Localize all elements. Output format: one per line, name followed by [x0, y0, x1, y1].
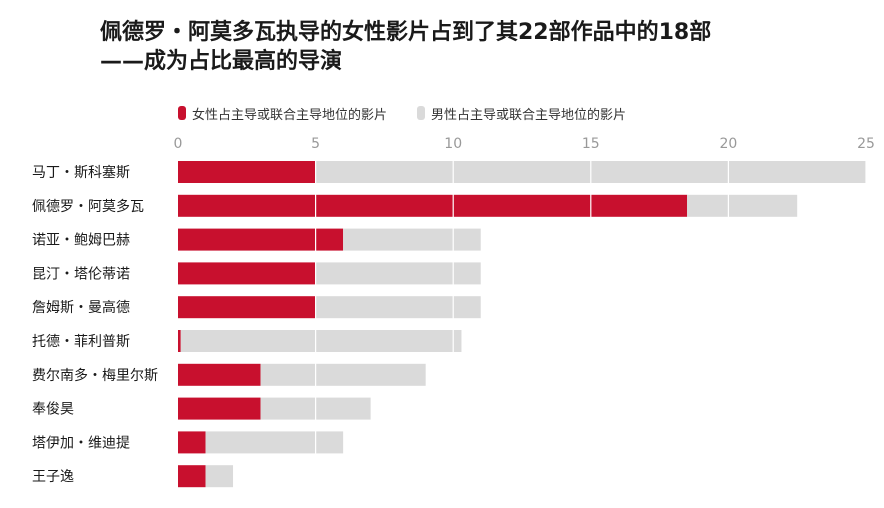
bar-male [315, 296, 481, 319]
category-label: 奉俊昊 [32, 402, 74, 418]
bar-male [180, 330, 462, 352]
chart-title-line-2: ——成为占比最高的导演 [100, 49, 343, 74]
bar-male [343, 228, 481, 251]
x-tick-label: 0 [174, 136, 183, 152]
bar-female [178, 465, 206, 488]
chart-legend: 女性占主导或联合主导地位的影片 男性占主导或联合主导地位的影片 [178, 104, 656, 123]
bar-female [178, 330, 181, 352]
bar-female [178, 194, 688, 217]
category-label: 托德・菲利普斯 [32, 334, 130, 350]
category-label: 马丁・斯科塞斯 [32, 164, 130, 181]
category-label: 佩德罗・阿莫多瓦 [32, 198, 144, 215]
bar-female [178, 161, 316, 183]
x-tick-label: 10 [444, 136, 462, 152]
category-label: 费尔南多・梅里尔斯 [32, 367, 158, 384]
bar-male [315, 262, 481, 285]
bar-male [260, 363, 426, 386]
x-tick-label: 25 [857, 136, 875, 152]
bar-male [687, 194, 798, 217]
bar-female [178, 228, 344, 251]
category-label: 王子逸 [32, 469, 74, 485]
bar-male [205, 431, 344, 454]
chart-title-line-1: 佩德罗・阿莫多瓦执导的女性影片占到了其22部作品中的18部 [100, 20, 712, 45]
category-label: 诺亚・鲍姆巴赫 [32, 233, 130, 249]
legend-swatch-female [178, 106, 186, 120]
x-tick-label: 5 [311, 136, 320, 152]
legend-item-male: 男性占主导或联合主导地位的影片 [417, 104, 626, 123]
bar-female [178, 262, 316, 285]
bar-female [178, 431, 206, 454]
legend-label-male: 男性占主导或联合主导地位的影片 [431, 107, 627, 123]
legend-swatch-male [417, 106, 426, 120]
bar-female [178, 397, 261, 420]
bar-male [205, 465, 234, 488]
bar-female [178, 296, 316, 319]
category-label: 塔伊加・维迪提 [32, 435, 130, 451]
category-label: 昆汀・塔伦蒂诺 [32, 266, 130, 282]
bar-female [178, 363, 261, 386]
legend-label-female: 女性占主导或联合主导地位的影片 [192, 107, 388, 123]
x-tick-label: 15 [582, 136, 600, 152]
chart-title: 佩德罗・阿莫多瓦执导的女性影片占到了其22部作品中的18部 ——成为占比最高的导… [100, 18, 860, 76]
x-tick-label: 20 [719, 136, 737, 152]
category-label: 詹姆斯・曼高德 [32, 299, 130, 316]
legend-item-female: 女性占主导或联合主导地位的影片 [178, 104, 387, 123]
